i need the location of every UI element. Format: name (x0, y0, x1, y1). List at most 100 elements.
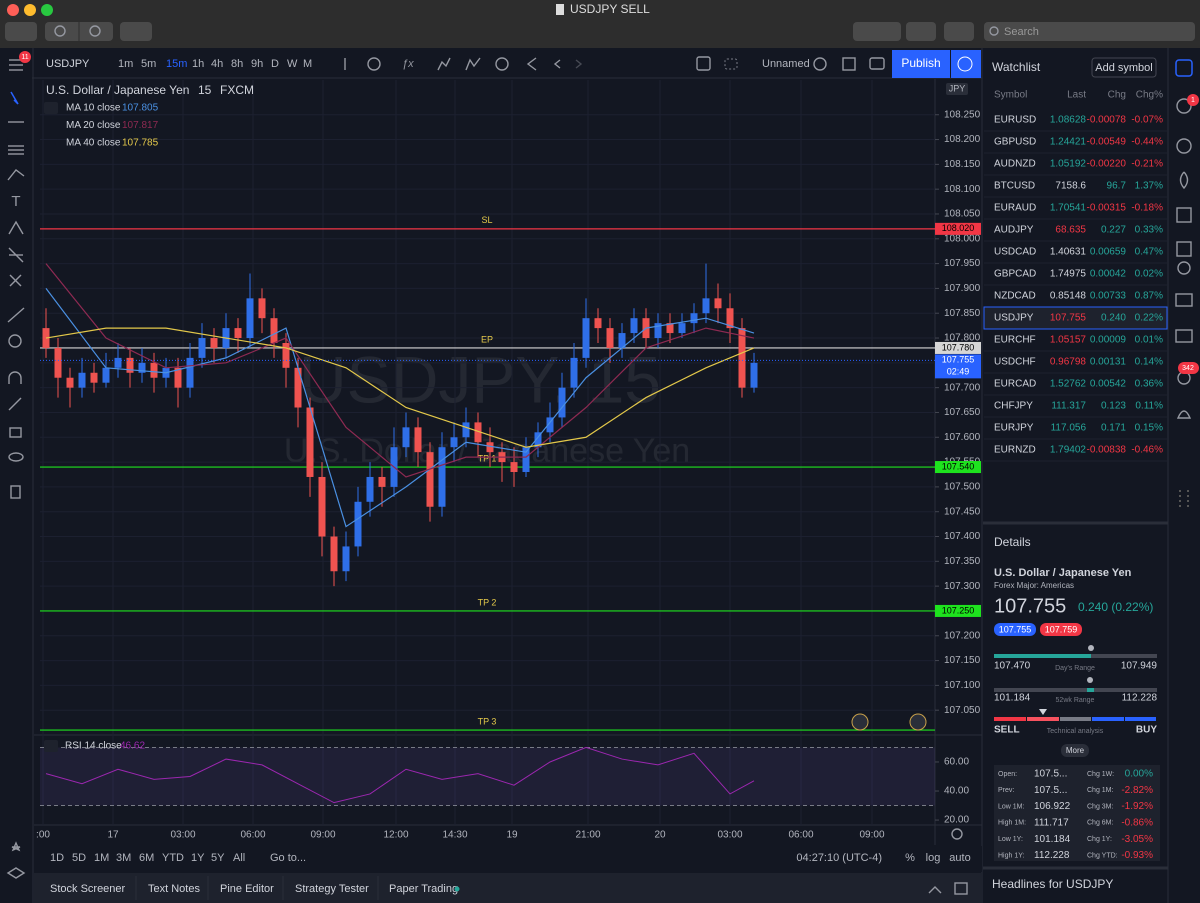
watch-symbol[interactable]: EURJPY (994, 423, 1034, 434)
interval-button[interactable]: M (303, 58, 312, 70)
watch-symbol[interactable]: USDCHF (994, 357, 1036, 368)
bottom-tab[interactable]: Stock Screener (50, 883, 126, 895)
level-name: TP 1 (478, 453, 497, 463)
candle-body (702, 298, 710, 314)
compare-icon[interactable] (367, 57, 381, 71)
watch-symbol[interactable]: EURNZD (994, 445, 1036, 456)
more-label: More (1066, 746, 1085, 755)
watch-symbol[interactable]: AUDJPY (994, 225, 1034, 236)
range-button[interactable]: All (233, 852, 245, 864)
watch-symbol[interactable]: GBPCAD (994, 269, 1036, 280)
interval-button[interactable]: D (271, 58, 279, 70)
candle-body (282, 342, 290, 368)
more-button[interactable] (1061, 744, 1089, 757)
event-flag[interactable] (909, 713, 927, 731)
watch-symbol[interactable]: EURAUD (994, 203, 1036, 214)
watch-change-pct: 0.01% (1135, 335, 1163, 346)
y-tick-label: 107.200 (944, 630, 981, 641)
range-button[interactable]: 3M (116, 852, 131, 864)
percent-toggle[interactable]: % (905, 852, 915, 864)
settings-icon[interactable] (813, 57, 827, 71)
snapshot-icon[interactable] (869, 57, 885, 70)
play-icon (957, 56, 973, 72)
undo-icon[interactable] (553, 59, 561, 69)
lock-button[interactable] (906, 22, 936, 41)
sidebar-button[interactable] (5, 22, 37, 41)
rsi-tick-label: 60.00 (944, 757, 969, 768)
interval-button[interactable]: W (287, 58, 298, 70)
range-button[interactable]: YTD (162, 852, 184, 864)
watch-symbol[interactable]: NZDCAD (994, 291, 1036, 302)
templates-icon[interactable] (437, 57, 451, 71)
interval-button[interactable]: 8h (231, 58, 243, 70)
checkbox-icon[interactable] (696, 56, 711, 71)
level-badge (935, 604, 981, 617)
event-flag[interactable] (851, 713, 869, 731)
range-button[interactable]: 5Y (211, 852, 225, 864)
ta-segment (1092, 717, 1124, 721)
layout-name[interactable]: Unnamed (762, 58, 810, 70)
replay-icon[interactable] (526, 57, 537, 71)
share-button[interactable] (120, 22, 152, 41)
interval-button[interactable]: 1h (192, 58, 204, 70)
watch-symbol[interactable]: USDJPY (994, 313, 1034, 324)
watch-change: 0.240 (1101, 313, 1126, 324)
app-button[interactable] (944, 22, 974, 41)
watch-symbol[interactable]: EURCHF (994, 335, 1036, 346)
watch-symbol[interactable]: USDCAD (994, 247, 1036, 258)
toolbar-symbol[interactable]: USDJPY (46, 58, 90, 70)
interval-button[interactable]: 1m (118, 58, 133, 70)
legend-collapse[interactable] (44, 102, 58, 114)
pen-button[interactable] (853, 22, 901, 41)
watch-last: 7158.6 (1055, 181, 1086, 192)
watch-symbol[interactable]: EURUSD (994, 115, 1036, 126)
expand-icon[interactable] (928, 886, 942, 894)
bottom-tab[interactable]: Strategy Tester (295, 883, 369, 895)
range-button[interactable]: 1M (94, 852, 109, 864)
replay-button[interactable] (951, 50, 981, 78)
redo-icon[interactable] (575, 59, 583, 69)
interval-button[interactable]: 4h (211, 58, 223, 70)
range-button[interactable]: 6M (139, 852, 154, 864)
range-button[interactable]: 5D (72, 852, 86, 864)
bid-chip (994, 623, 1036, 636)
range-button[interactable]: 1D (50, 852, 64, 864)
add-symbol-button[interactable] (1091, 57, 1157, 78)
watch-last: 1.52762 (1050, 379, 1087, 390)
watch-symbol[interactable]: CHFJPY (994, 401, 1033, 412)
watchlist-title[interactable]: Watchlist (992, 60, 1041, 74)
interval-button[interactable]: 15m (166, 58, 187, 70)
watch-symbol[interactable]: GBPUSD (994, 137, 1036, 148)
interval-button[interactable]: 9h (251, 58, 263, 70)
minimize-button[interactable] (24, 4, 36, 16)
search-box[interactable] (984, 22, 1195, 41)
candle-body (246, 298, 254, 339)
log-toggle[interactable]: log (926, 852, 941, 864)
interval-button[interactable]: 5m (141, 58, 156, 70)
bottom-tab[interactable]: Pine Editor (220, 883, 274, 895)
maximize-icon[interactable] (954, 882, 968, 895)
candle-body (414, 427, 422, 453)
watch-symbol[interactable]: BTCUSD (994, 181, 1035, 192)
ma-legend-name: MA 20 close (66, 120, 121, 131)
fullscreen-icon[interactable] (842, 57, 856, 71)
axis-settings[interactable] (951, 828, 963, 840)
headlines-title[interactable]: Headlines for USDJPY (992, 877, 1113, 891)
indicators-icon[interactable]: ƒx (402, 58, 414, 70)
close-button[interactable] (7, 4, 19, 16)
bottom-tab[interactable]: Paper Trading (389, 883, 458, 895)
watch-symbol[interactable]: EURCAD (994, 379, 1036, 390)
publish-button[interactable] (892, 50, 950, 78)
bottom-tab[interactable]: Text Notes (148, 883, 200, 895)
selected-row[interactable] (983, 306, 1168, 330)
rsi-collapse[interactable] (44, 740, 58, 752)
auto-toggle[interactable]: auto (949, 852, 970, 864)
zoom-button[interactable] (41, 4, 53, 16)
last-price-badge (935, 354, 981, 379)
alerts-icon[interactable] (465, 57, 481, 71)
watch-symbol[interactable]: AUDNZD (994, 159, 1036, 170)
goto-button[interactable]: Go to... (270, 852, 306, 864)
range-button[interactable]: 1Y (191, 852, 205, 864)
alert-icon[interactable] (495, 57, 509, 71)
level-badge-label: 107.780 (942, 342, 975, 352)
